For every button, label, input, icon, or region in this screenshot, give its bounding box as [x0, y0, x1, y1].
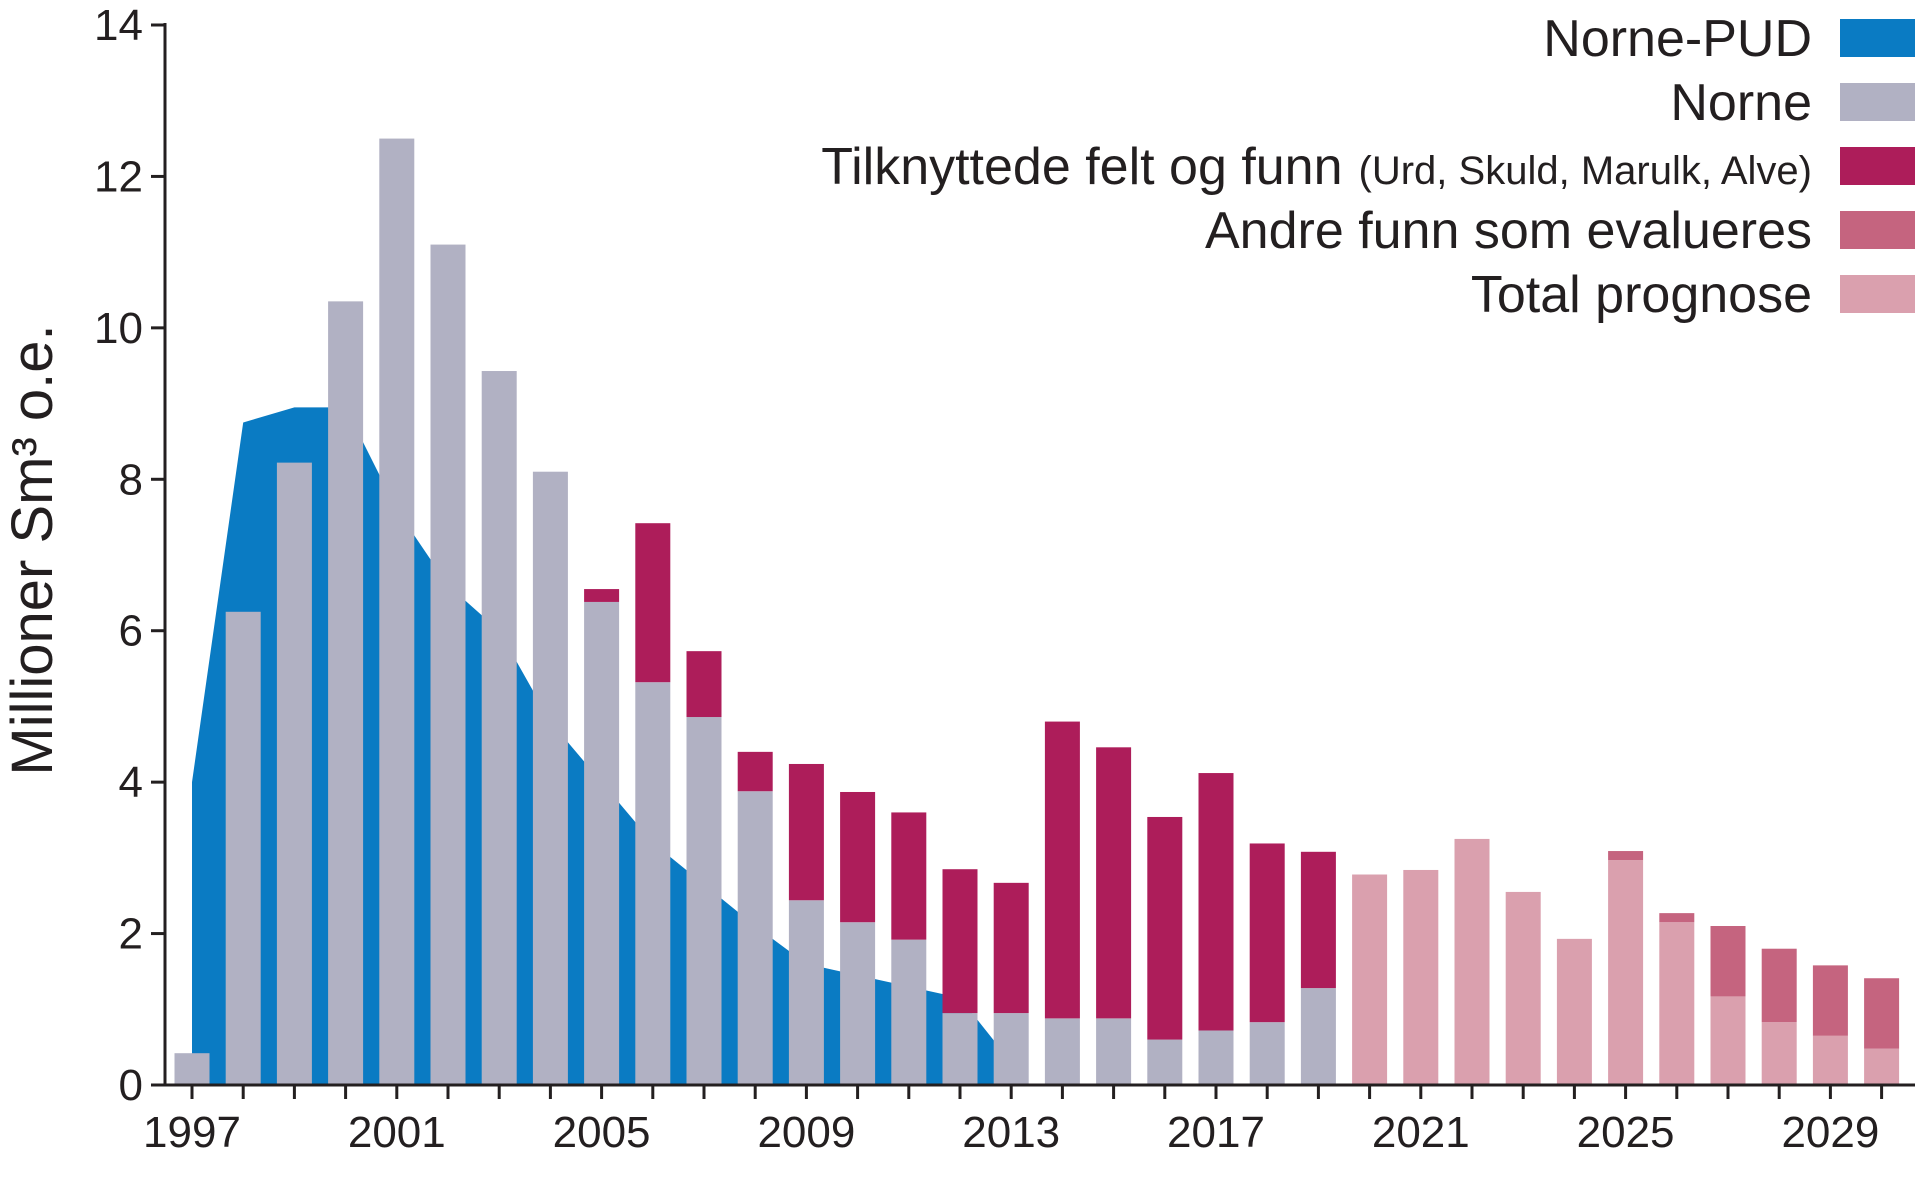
legend: Norne-PUD Norne Tilknyttede felt og funn (U…	[821, 10, 1915, 324]
bar-total-prognose-2025	[1608, 860, 1644, 1085]
bar-tilknyttede-felt-og-funn-2015	[1096, 747, 1132, 1019]
x-tick-label-2013: 2013	[962, 1108, 1060, 1157]
bar-andre-funn-som-evalueres-2030	[1864, 978, 1900, 1049]
bar-norne-2012	[942, 1013, 978, 1085]
x-tick-label-2005: 2005	[553, 1108, 651, 1157]
bar-tilknyttede-felt-og-funn-2010	[840, 791, 876, 923]
y-tick-label-4: 4	[119, 758, 143, 807]
legend-label-text-tilknyttede-felt-og-funn: Tilknyttede felt og funn	[821, 138, 1342, 196]
bar-total-prognose-2024	[1556, 938, 1592, 1085]
legend-label-total-prognose: Total prognose	[1471, 266, 1812, 324]
bar-tilknyttede-felt-og-funn-2009	[788, 763, 824, 901]
x-tick-label-2021: 2021	[1372, 1108, 1470, 1157]
bar-norne-1998	[225, 611, 261, 1085]
x-tick-label-2029: 2029	[1781, 1108, 1879, 1157]
legend-item-total-prognose: Total prognose	[1471, 266, 1915, 324]
legend-label-andre-funn-som-evalueres: Andre funn som evalueres	[1205, 202, 1812, 260]
bar-norne-2005	[584, 601, 620, 1085]
bar-tilknyttede-felt-og-funn-2016	[1147, 816, 1183, 1040]
bar-norne-2008	[737, 791, 773, 1085]
bar-tilknyttede-felt-og-funn-2006	[635, 523, 671, 683]
bar-layer	[174, 138, 1900, 1086]
legend-swatch-norne	[1840, 83, 1915, 121]
bar-norne-2007	[686, 717, 722, 1085]
bar-tilknyttede-felt-og-funn-2018	[1249, 843, 1285, 1023]
legend-note-tilknyttede: (Urd, Skuld, Marulk, Alve)	[1359, 149, 1812, 193]
bar-norne-2011	[891, 939, 927, 1085]
bar-norne-2009	[788, 900, 824, 1085]
legend-label-tilknyttede-felt-og-funn: Tilknyttede felt og funn (Urd, Skuld, Mar…	[821, 138, 1812, 196]
legend-item-norne: Norne	[1670, 74, 1915, 132]
bar-norne-2014	[1044, 1018, 1080, 1085]
bar-tilknyttede-felt-og-funn-2013	[993, 882, 1029, 1014]
bar-norne-2000	[328, 301, 364, 1085]
bar-tilknyttede-felt-og-funn-2012	[942, 869, 978, 1014]
legend-swatch-tilknyttede-felt-og-funn	[1840, 147, 1915, 185]
bar-norne-2001	[379, 138, 415, 1086]
x-tick-label-1997: 1997	[143, 1108, 241, 1157]
bar-norne-2003	[481, 371, 517, 1085]
x-tick-label-2009: 2009	[757, 1108, 855, 1157]
bar-tilknyttede-felt-og-funn-2017	[1198, 773, 1234, 1031]
y-tick-label-10: 10	[94, 304, 143, 353]
legend-item-norne-pud: Norne-PUD	[1543, 10, 1915, 68]
x-tick-label-2001: 2001	[348, 1108, 446, 1157]
bar-total-prognose-2027	[1710, 996, 1746, 1085]
bar-norne-2010	[840, 922, 876, 1085]
bar-andre-funn-som-evalueres-2028	[1761, 948, 1797, 1023]
bar-total-prognose-2020	[1352, 874, 1388, 1085]
x-tick-label-2017: 2017	[1167, 1108, 1265, 1157]
x-tick-label-2025: 2025	[1577, 1108, 1675, 1157]
legend-swatch-andre-funn-som-evalueres	[1840, 211, 1915, 249]
y-tick-label-6: 6	[119, 607, 143, 656]
bar-total-prognose-2029	[1812, 1035, 1848, 1085]
legend-swatch-total-prognose	[1840, 275, 1915, 313]
y-tick-label-0: 0	[119, 1061, 143, 1110]
bar-tilknyttede-felt-og-funn-2011	[891, 812, 927, 940]
legend-item-tilknyttede-felt-og-funn: Tilknyttede felt og funn (Urd, Skuld, Mar…	[821, 138, 1915, 196]
y-axis-title: Millioner Sm³ o.e.	[0, 324, 65, 775]
legend-label-text-andre-funn-som-evalueres: Andre funn som evalueres	[1205, 202, 1812, 260]
bar-norne-2018	[1249, 1022, 1285, 1085]
bar-norne-2004	[532, 471, 568, 1085]
bar-norne-1997	[174, 1053, 210, 1085]
bar-andre-funn-som-evalueres-2026	[1659, 913, 1695, 923]
bar-norne-2015	[1096, 1018, 1132, 1085]
legend-item-andre-funn-som-evalueres: Andre funn som evalueres	[1205, 202, 1915, 260]
bar-norne-1999	[276, 462, 312, 1086]
bar-andre-funn-som-evalueres-2029	[1812, 965, 1848, 1036]
bar-tilknyttede-felt-og-funn-2008	[737, 751, 773, 792]
legend-swatch-norne-pud	[1840, 19, 1915, 57]
legend-label-norne: Norne	[1670, 74, 1812, 132]
bar-norne-2002	[430, 244, 466, 1086]
bar-total-prognose-2021	[1403, 869, 1439, 1085]
y-tick-label-14: 14	[94, 1, 143, 50]
bar-tilknyttede-felt-og-funn-2005	[584, 589, 620, 602]
bar-total-prognose-2023	[1505, 891, 1541, 1085]
bar-norne-2006	[635, 682, 671, 1085]
bar-norne-2016	[1147, 1039, 1183, 1085]
bar-tilknyttede-felt-og-funn-2007	[686, 651, 722, 718]
bar-andre-funn-som-evalueres-2025	[1608, 851, 1644, 861]
legend-label-text-total-prognose: Total prognose	[1471, 266, 1812, 324]
y-tick-label-2: 2	[119, 910, 143, 959]
legend-label-text-norne: Norne	[1670, 74, 1812, 132]
bar-total-prognose-2030	[1864, 1048, 1900, 1085]
bar-total-prognose-2022	[1454, 838, 1490, 1085]
axis-layer: 0 2 4 6 8 10 12 14 1997 2001 2005 2009 2013 2017 2021 2…	[94, 1, 1915, 1157]
bar-andre-funn-som-evalueres-2027	[1710, 926, 1746, 997]
bar-total-prognose-2026	[1659, 922, 1695, 1085]
y-tick-label-8: 8	[119, 455, 143, 504]
y-tick-label-12: 12	[94, 152, 143, 201]
bar-tilknyttede-felt-og-funn-2019	[1300, 851, 1336, 989]
legend-label-text-norne-pud: Norne-PUD	[1543, 10, 1812, 68]
bar-total-prognose-2028	[1761, 1022, 1797, 1085]
bar-norne-2019	[1300, 988, 1336, 1085]
bar-norne-2013	[993, 1013, 1029, 1085]
legend-label-norne-pud: Norne-PUD	[1543, 10, 1812, 68]
bar-norne-2017	[1198, 1030, 1234, 1085]
bar-tilknyttede-felt-og-funn-2014	[1044, 721, 1080, 1019]
